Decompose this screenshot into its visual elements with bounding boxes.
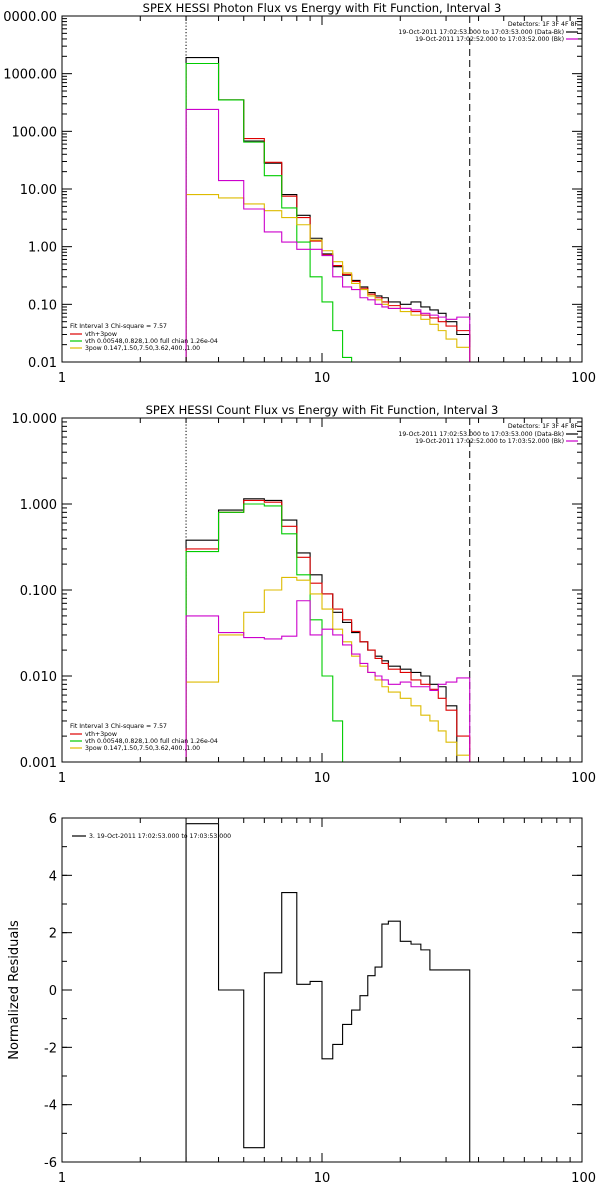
chart-title: SPEX HESSI Count Flux vs Energy with Fit…: [146, 403, 499, 417]
series-line-4: [185, 194, 471, 362]
series-line-1: [185, 823, 471, 1162]
series-line-5: [185, 600, 479, 762]
plot-data: [185, 418, 479, 762]
y-tick-label: -4: [44, 1099, 57, 1114]
x-tick-label: 100: [571, 1171, 596, 1186]
y-tick-label: 10.000: [12, 412, 58, 427]
y-tick-label: 0: [49, 984, 57, 999]
y-tick-label: 100.00: [12, 125, 58, 140]
series-line-3: [185, 62, 470, 362]
chart-panel-1: SPEX HESSI Photon Flux vs Energy with Fi…: [3, 1, 596, 386]
y-tick-label: 4: [49, 869, 57, 884]
fit-legend-entry: 3pow 0.147,1.50,7.50,3.62,400.,1.00: [85, 345, 200, 352]
x-tick-label: 100: [571, 371, 596, 386]
chart-panel-2: SPEX HESSI Count Flux vs Energy with Fit…: [12, 403, 597, 786]
y-tick-label: 0.010: [20, 670, 57, 685]
legend-header: Detectors: 1F 3F 4F 8F: [508, 21, 579, 28]
legend-entry: 19-Oct-2011 17:02:53.000 to 17:03:53.000…: [398, 29, 564, 36]
fit-legend-header: Fit Interval 3 Chi-square = 7.57: [70, 723, 167, 730]
y-axis-label: Normalized Residuals: [7, 920, 22, 1060]
plot-data: [185, 16, 471, 362]
fit-legend-entry: vth+3pow: [85, 731, 117, 738]
y-tick-label: 0.100: [20, 584, 57, 599]
x-tick-label: 10: [314, 1171, 331, 1186]
x-tick-label: 10: [314, 371, 331, 386]
residual-legend-entry: 3. 19-Oct-2011 17:02:53.000 to 17:03:53.…: [89, 833, 231, 840]
y-tick-label: 0000.00: [3, 10, 57, 25]
x-tick-label: 1: [58, 1171, 66, 1186]
y-tick-label: -6: [44, 1156, 57, 1171]
y-tick-label: 1.000: [20, 498, 57, 513]
series-line-1: [185, 57, 471, 362]
series-line-3: [185, 503, 479, 762]
y-tick-label: 6: [49, 812, 57, 827]
chart-title: SPEX HESSI Photon Flux vs Energy with Fi…: [143, 1, 502, 15]
plot-frame: [61, 15, 583, 363]
y-tick-label: 0.10: [28, 298, 57, 313]
y-tick-label: -2: [44, 1041, 57, 1056]
chart-panel-3: Normalized Residuals 1 10 100 -6 -4 -2 0 2 4 6 3. 1…: [7, 812, 596, 1186]
y-tick-label: 0.01: [28, 356, 57, 371]
y-tick-label: 1000.00: [3, 68, 57, 83]
fit-legend-entry: vth 0.00548,0.828,1.00 full chian 1.26e-…: [85, 738, 218, 745]
x-tick-label: 10: [314, 771, 331, 786]
legend-entry: 19-Oct-2011 17:02:52.000 to 17:03:52.000…: [415, 36, 564, 43]
x-tick-label: 1: [58, 371, 66, 386]
legend-header: Detectors: 1F 3F 4F 8F: [508, 423, 579, 430]
y-tick-label: 0.001: [20, 756, 57, 771]
fit-legend-entry: vth+3pow: [85, 331, 117, 338]
fit-legend-entry: vth 0.00548,0.828,1.00 full chian 1.26e-…: [85, 338, 218, 345]
y-tick-label: 2: [49, 927, 57, 942]
y-tick-label: 1.00: [28, 241, 57, 256]
series-line-5: [185, 108, 471, 362]
fit-legend-entry: 3pow 0.147,1.50,7.50,3.62,400.,1.00: [85, 745, 200, 752]
legend-entry: 19-Oct-2011 17:02:52.000 to 17:03:52.000…: [415, 438, 564, 445]
x-tick-label: 1: [58, 771, 66, 786]
legend-entry: 19-Oct-2011 17:02:53.000 to 17:03:53.000…: [398, 431, 564, 438]
series-line-2: [185, 62, 471, 362]
plot-data: [185, 823, 471, 1162]
fit-legend-header: Fit Interval 3 Chi-square = 7.57: [70, 323, 167, 330]
y-tick-label: 10.00: [20, 183, 57, 198]
x-tick-label: 100: [571, 771, 596, 786]
